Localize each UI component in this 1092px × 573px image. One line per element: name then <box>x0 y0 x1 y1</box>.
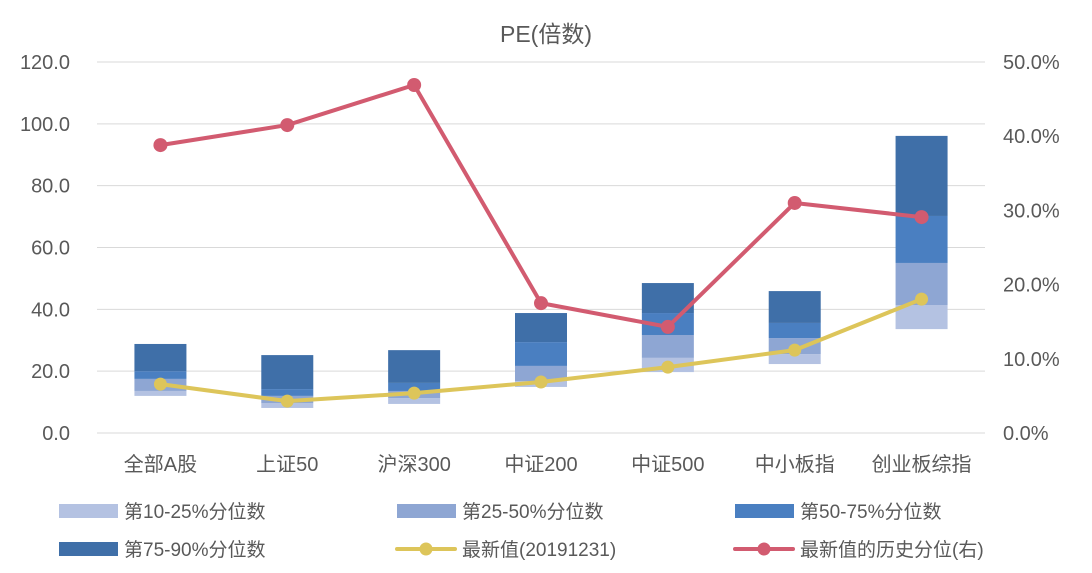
category-label: 沪深300 <box>377 453 450 476</box>
legend-marker-historical-percentile <box>757 542 771 556</box>
category-label: 中证500 <box>631 453 704 476</box>
legend-item-p75-p90: 第75-90%分位数 <box>59 539 266 561</box>
left-axis-tick-label: 100.0 <box>20 114 70 136</box>
bar-segment-series-0-cat-2 <box>388 398 441 404</box>
legend-item-historical-percentile: 最新值的历史分位(右) <box>733 539 984 561</box>
line-point-series-4-cat-4 <box>661 360 675 374</box>
line-point-series-4-cat-2 <box>407 386 421 400</box>
legend-label-p50-p75: 第50-75%分位数 <box>800 501 942 523</box>
left-axis-tick-labels: 0.0 20.0 40.0 60.0 80.0 100.0 120.0 <box>20 52 70 445</box>
line-point-series-4-cat-5 <box>788 343 802 357</box>
category-label: 创业板综指 <box>872 453 972 476</box>
line-point-series-5-cat-4 <box>660 319 675 334</box>
line-point-series-5-cat-3 <box>534 296 548 311</box>
category-label: 中小板指 <box>755 453 835 476</box>
bar-segment-series-2-cat-3 <box>515 342 567 366</box>
line-point-series-5-cat-2 <box>407 78 422 93</box>
right-axis-tick-labels: 0.0% 10.0% 20.0% 30.0% 40.0% 50.0% <box>1003 52 1060 445</box>
legend-label-historical-percentile: 最新值的历史分位(右) <box>800 539 984 561</box>
legend-marker-latest-value <box>419 542 433 556</box>
legend-swatch-p50-p75 <box>735 504 794 518</box>
bar-segment-series-2-cat-5 <box>768 322 821 339</box>
line-point-series-5-cat-6 <box>914 210 929 225</box>
bar-segment-series-2-cat-1 <box>261 389 314 396</box>
category-label: 中证200 <box>504 453 577 476</box>
left-axis-tick-label: 0.0 <box>42 423 70 445</box>
right-axis-tick-label: 50.0% <box>1003 52 1060 74</box>
right-axis-tick-label: 40.0% <box>1003 126 1060 148</box>
bar-segment-series-0-cat-0 <box>134 390 187 396</box>
bar-segment-series-3-cat-1 <box>261 355 314 390</box>
line-point-series-5-cat-5 <box>787 195 802 210</box>
chart-title: PE(倍数) <box>500 21 592 47</box>
left-axis-tick-label: 40.0 <box>31 299 70 321</box>
bar-segment-series-3-cat-0 <box>134 343 187 372</box>
legend-item-p50-p75: 第50-75%分位数 <box>735 501 942 523</box>
left-axis-tick-label: 60.0 <box>31 238 70 260</box>
legend-item-latest-value: 最新值(20191231) <box>395 539 616 561</box>
right-axis-tick-label: 10.0% <box>1003 349 1060 371</box>
bar-segment-series-0-cat-6 <box>895 305 948 330</box>
bar-segment-series-3-cat-6 <box>895 135 948 216</box>
category-label: 全部A股 <box>124 453 197 476</box>
legend-swatch-p25-p50 <box>397 504 456 518</box>
right-axis-tick-label: 30.0% <box>1003 200 1060 222</box>
bar-segment-series-3-cat-2 <box>388 350 441 383</box>
legend: 第10-25%分位数 第25-50%分位数 第50-75%分位数 第75-90%… <box>59 501 984 561</box>
bar-segment-series-1-cat-4 <box>641 334 694 358</box>
line-point-series-4-cat-3 <box>534 375 548 389</box>
line-point-series-4-cat-1 <box>280 394 294 408</box>
left-axis-tick-label: 80.0 <box>31 176 70 198</box>
bar-segment-series-3-cat-3 <box>515 313 567 343</box>
right-axis-tick-label: 20.0% <box>1003 275 1060 297</box>
legend-item-p10-p25: 第10-25%分位数 <box>59 501 266 523</box>
bar-segment-series-0-cat-5 <box>768 354 821 365</box>
line-point-series-5-cat-1 <box>280 118 295 133</box>
legend-label-p75-p90: 第75-90%分位数 <box>124 539 266 561</box>
legend-label-p25-p50: 第25-50%分位数 <box>462 501 604 523</box>
legend-swatch-p10-p25 <box>59 504 118 518</box>
line-point-series-5-cat-0 <box>153 138 168 153</box>
right-axis-tick-label: 0.0% <box>1003 423 1049 445</box>
category-label: 上证50 <box>256 453 318 476</box>
left-axis-tick-label: 20.0 <box>31 361 70 383</box>
legend-swatch-p75-p90 <box>59 542 118 556</box>
line-point-series-4-cat-6 <box>915 292 929 306</box>
line-series <box>153 78 929 408</box>
legend-item-p25-p50: 第25-50%分位数 <box>397 501 604 523</box>
bar-segment-series-1-cat-3 <box>515 365 567 382</box>
legend-label-p10-p25: 第10-25%分位数 <box>124 501 266 523</box>
line-point-series-4-cat-0 <box>153 377 167 391</box>
left-axis-tick-label: 120.0 <box>20 52 70 74</box>
bar-segment-series-2-cat-0 <box>134 371 187 379</box>
category-labels: 全部A股 上证50 沪深300 中证200 中证500 中小板指 创业板综指 <box>124 453 972 476</box>
legend-label-latest-value: 最新值(20191231) <box>462 539 616 561</box>
bar-segment-series-3-cat-5 <box>768 291 821 323</box>
